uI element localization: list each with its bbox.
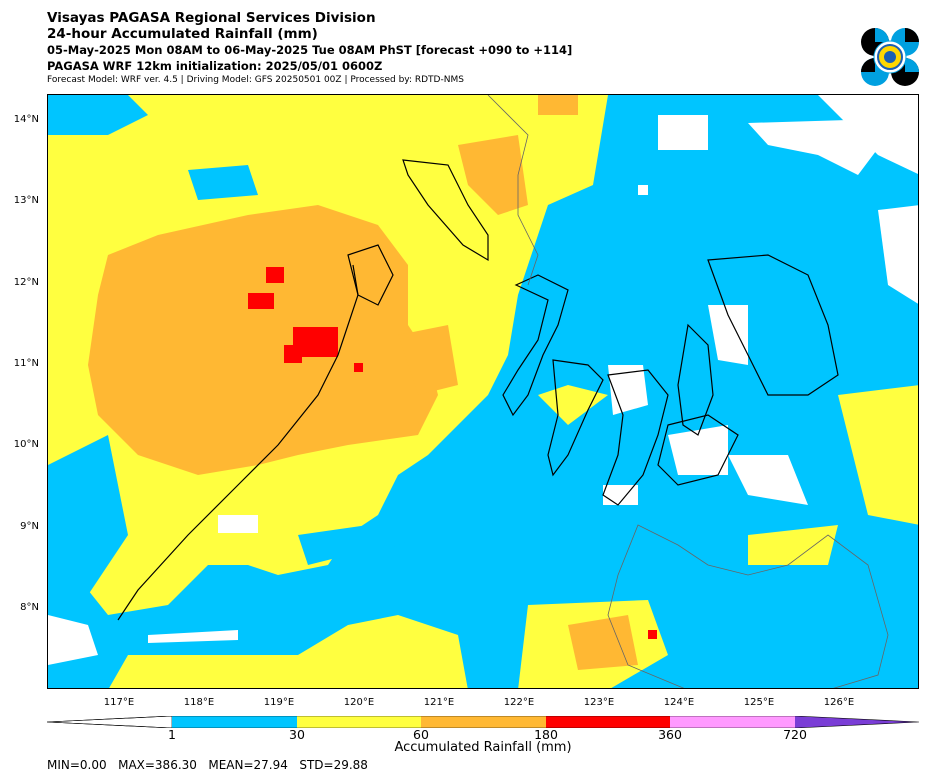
rain-band-60-180 — [568, 615, 638, 670]
no-rain-area — [748, 120, 888, 175]
lat-label: 10°N — [13, 439, 39, 450]
no-rain-area — [148, 630, 238, 643]
colorbar-segment — [546, 716, 670, 728]
colorbar-tick: 30 — [289, 727, 305, 742]
lon-label: 117°E — [103, 697, 135, 708]
colorbar-tick: 60 — [413, 727, 429, 742]
no-rain-area — [638, 185, 648, 195]
coastline-panay — [502, 274, 569, 417]
forecast-period: 05-May-2025 Mon 08AM to 06-May-2025 Tue … — [47, 43, 573, 57]
colorbar — [47, 716, 919, 728]
no-rain-area — [668, 425, 728, 475]
lat-label: 9°N — [20, 521, 39, 532]
rain-band-30-60 — [748, 525, 838, 565]
coastline-palawan — [117, 264, 359, 621]
lon-label: 118°E — [183, 697, 215, 708]
coastline-mindoro — [402, 159, 489, 262]
no-rain-area — [878, 205, 918, 304]
no-rain-area — [708, 305, 748, 365]
no-rain-area — [728, 455, 808, 505]
rainfall-map — [47, 94, 919, 689]
lon-label: 119°E — [263, 697, 295, 708]
lat-label: 12°N — [13, 277, 39, 288]
lon-label: 125°E — [743, 697, 775, 708]
colorbar-segment — [297, 716, 421, 728]
coastline-negros — [547, 359, 604, 477]
rain-band-180-360 — [284, 345, 302, 363]
coastline-samar — [707, 254, 839, 396]
rain-band-1-30 — [188, 165, 258, 200]
colorbar-tick: 720 — [783, 727, 807, 742]
rain-band-180-360 — [266, 267, 284, 283]
lat-label: 14°N — [13, 114, 39, 125]
colorbar-over-extend — [795, 716, 919, 728]
rain-band-180-360 — [648, 630, 657, 639]
lon-label: 124°E — [663, 697, 695, 708]
colorbar-segment — [421, 716, 546, 728]
colorbar-label: Accumulated Rainfall (mm) — [394, 740, 572, 755]
lat-label: 13°N — [13, 195, 39, 206]
rain-band-30-60 — [48, 165, 88, 215]
rain-band-60-180 — [398, 325, 458, 395]
lon-label: 120°E — [343, 697, 375, 708]
coastline-mindanao — [607, 524, 889, 688]
rain-band-60-180 — [458, 135, 528, 215]
pagasa-logo-icon — [861, 28, 919, 86]
rain-band-1-30 — [48, 95, 148, 135]
model-initialization: PAGASA WRF 12km initialization: 2025/05/… — [47, 59, 383, 73]
no-rain-area — [48, 615, 98, 665]
colorbar-segment — [172, 716, 297, 728]
lon-label: 122°E — [503, 697, 535, 708]
no-rain-area — [818, 95, 918, 175]
chart-subtitle: 24-hour Accumulated Rainfall (mm) — [47, 26, 318, 42]
colorbar-tick: 1 — [168, 727, 176, 742]
no-rain-area — [658, 115, 708, 150]
rain-band-60-180 — [88, 205, 438, 475]
rain-band-1-30 — [348, 525, 468, 605]
rainfall-map-canvas — [48, 95, 918, 688]
coastline-bohol — [657, 414, 739, 486]
rain-band-30-60 — [109, 615, 468, 688]
chart-title: Visayas PAGASA Regional Services Divisio… — [47, 10, 376, 26]
coastline-calamian — [347, 244, 394, 306]
no-rain-area — [603, 485, 638, 505]
colorbar-under-extend — [47, 716, 173, 728]
statistics-text: MIN=0.00 MAX=386.30 MEAN=27.94 STD=29.88 — [47, 758, 368, 772]
lat-label: 8°N — [20, 602, 39, 613]
rain-band-1-30 — [48, 435, 128, 595]
model-credits: Forecast Model: WRF ver. 4.5 | Driving M… — [47, 75, 464, 85]
lon-label: 123°E — [583, 697, 615, 708]
coastline-leyte — [677, 323, 714, 436]
coastline-luzon — [487, 95, 539, 286]
rain-band-180-360 — [248, 293, 274, 309]
lon-label: 121°E — [423, 697, 455, 708]
colorbar-tick: 180 — [534, 727, 558, 742]
rain-band-180-360 — [354, 363, 363, 372]
lon-label: 126°E — [823, 697, 855, 708]
coastlines — [117, 95, 889, 688]
lat-label: 11°N — [13, 358, 39, 369]
colorbar-segment — [670, 716, 795, 728]
coastline-cebu — [602, 369, 669, 506]
rain-band-30-60 — [538, 385, 608, 425]
rain-band-30-60 — [298, 525, 368, 565]
colorbar-tick: 360 — [658, 727, 682, 742]
rain-band-60-180 — [538, 95, 578, 115]
no-rain-area — [218, 515, 258, 533]
rain-band-30-60 — [838, 385, 918, 525]
